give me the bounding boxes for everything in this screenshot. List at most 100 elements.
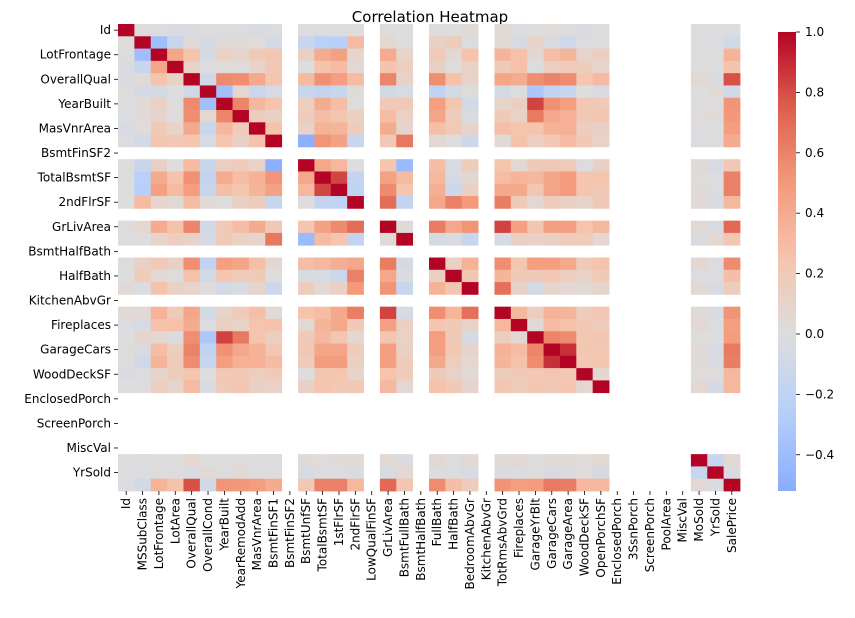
- heatmap-cell: [265, 183, 283, 197]
- heatmap-cell: [396, 220, 414, 234]
- heatmap-cell: [690, 466, 708, 480]
- heatmap-cell: [723, 318, 741, 332]
- heatmap-cell: [314, 368, 332, 381]
- heatmap-cell: [723, 134, 741, 148]
- heatmap-cell: [150, 282, 168, 295]
- heatmap-cell: [134, 232, 152, 246]
- heatmap-cell: [265, 85, 283, 99]
- heatmap-cell: [216, 134, 233, 148]
- heatmap-cell: [248, 478, 266, 492]
- heatmap-cell: [690, 110, 708, 123]
- heatmap-cell: [248, 196, 266, 209]
- heatmap-cell: [298, 343, 315, 357]
- heatmap-cell: [396, 343, 414, 357]
- heatmap-cell: [150, 122, 168, 136]
- heatmap-cell: [723, 306, 741, 320]
- heatmap-cell: [690, 343, 708, 357]
- heatmap-cell: [527, 134, 544, 148]
- heatmap-cell: [265, 196, 283, 209]
- colorbar-tick-label: 0.4: [805, 206, 824, 220]
- heatmap-cell: [723, 478, 741, 492]
- heatmap-cell: [232, 380, 250, 394]
- heatmap-cell: [429, 355, 446, 369]
- heatmap-cell: [265, 478, 283, 492]
- heatmap-cell: [559, 36, 577, 49]
- heatmap-cell: [690, 24, 708, 37]
- heatmap-cell: [543, 466, 561, 480]
- heatmap-cell: [314, 269, 332, 283]
- heatmap-cell: [494, 478, 512, 492]
- heatmap-cell: [543, 368, 561, 381]
- heatmap-cell: [216, 97, 233, 111]
- heatmap-cell: [232, 171, 250, 185]
- heatmap-cell: [592, 478, 610, 492]
- heatmap-cell: [298, 331, 315, 344]
- heatmap-cell: [445, 478, 463, 492]
- heatmap-cell: [707, 183, 725, 197]
- heatmap-cell: [134, 269, 152, 283]
- heatmap-cell: [707, 24, 725, 37]
- heatmap-cell: [330, 368, 348, 381]
- heatmap-cell: [379, 355, 397, 369]
- heatmap-cell: [494, 269, 512, 283]
- heatmap-cell: [167, 159, 184, 172]
- heatmap-cell: [510, 355, 528, 369]
- heatmap-cell: [232, 73, 250, 86]
- heatmap-cell: [461, 478, 479, 492]
- heatmap-cell: [576, 454, 594, 467]
- x-tick-label: OverallQual: [185, 498, 199, 569]
- x-tick-label: OpenPorchSF: [594, 498, 608, 578]
- x-tick-label: LowQualFinSF: [365, 498, 379, 581]
- heatmap-cell: [461, 368, 479, 381]
- heatmap-cell: [527, 122, 544, 136]
- heatmap-cell: [167, 478, 184, 492]
- heatmap-cell: [429, 220, 446, 234]
- heatmap-cell: [167, 318, 184, 332]
- heatmap-cell: [690, 355, 708, 369]
- heatmap-cell: [396, 269, 414, 283]
- heatmap-cell: [216, 73, 233, 86]
- heatmap-cell: [134, 97, 152, 111]
- heatmap-cell: [559, 183, 577, 197]
- heatmap-cell: [723, 97, 741, 111]
- heatmap-cell: [347, 134, 364, 148]
- heatmap-cell: [543, 85, 561, 99]
- x-tick-label: YrSold: [708, 498, 722, 537]
- heatmap-cell: [723, 24, 741, 37]
- heatmap-cell: [183, 454, 201, 467]
- heatmap-cell: [248, 24, 266, 37]
- heatmap-cell: [118, 343, 135, 357]
- heatmap-cell: [232, 48, 250, 62]
- x-tick-label: 3SsnPorch: [627, 498, 641, 560]
- x-tick-label: LotFrontage: [152, 498, 166, 569]
- x-tick-label: Fireplaces: [512, 498, 526, 558]
- heatmap-cell: [265, 171, 283, 185]
- heatmap-cell: [494, 466, 512, 480]
- heatmap-cell: [118, 134, 135, 148]
- heatmap-cell: [150, 134, 168, 148]
- heatmap-cell: [183, 232, 201, 246]
- heatmap-cell: [134, 183, 152, 197]
- heatmap-cell: [248, 183, 266, 197]
- heatmap-cell: [723, 355, 741, 369]
- heatmap-cell: [396, 171, 414, 185]
- heatmap-cell: [199, 134, 217, 148]
- heatmap-cell: [592, 220, 610, 234]
- heatmap-cell: [707, 331, 725, 344]
- heatmap-cell: [314, 466, 332, 480]
- heatmap-cell: [265, 232, 283, 246]
- heatmap-cell: [298, 85, 315, 99]
- heatmap-cell: [150, 257, 168, 271]
- heatmap-cell: [232, 343, 250, 357]
- heatmap-cell: [576, 134, 594, 148]
- heatmap-cell: [559, 60, 577, 74]
- heatmap-cell: [527, 355, 544, 369]
- heatmap-cell: [592, 282, 610, 295]
- heatmap-cell: [298, 196, 315, 209]
- heatmap-cell: [510, 73, 528, 86]
- y-tick-label: BsmtHalfBath: [28, 244, 111, 258]
- heatmap-cell: [150, 466, 168, 480]
- heatmap-cell: [707, 343, 725, 357]
- heatmap-cell: [183, 36, 201, 49]
